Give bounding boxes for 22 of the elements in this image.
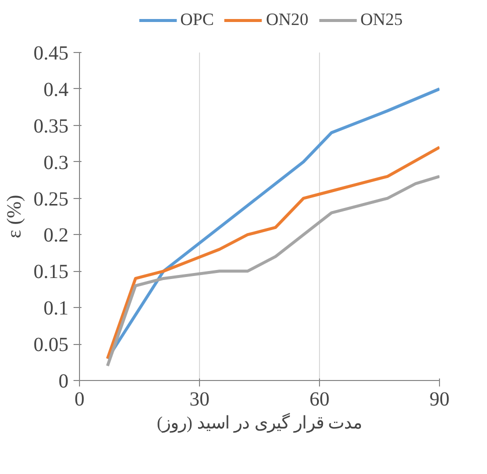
y-axis-title: ε (%) [4, 194, 26, 238]
x-tick-label: 0 [74, 388, 84, 410]
legend-label: ON20 [266, 10, 308, 30]
y-tick-label: 0.3 [44, 152, 68, 174]
y-tick-label: 0.45 [34, 42, 68, 64]
x-tick-label: 90 [430, 388, 450, 410]
y-tick-label: 0.1 [44, 298, 68, 320]
x-axis-title: مدت قرار گیری در اسید (روز) [156, 412, 362, 434]
x-tick-label: 30 [190, 388, 210, 410]
line-series [106, 87, 440, 360]
y-tick-label: 0.15 [34, 261, 68, 284]
y-tick-label: 0.35 [34, 115, 68, 138]
y-tick-label: 0.4 [44, 78, 68, 101]
line-series [106, 174, 440, 368]
y-tick-label: 0.25 [34, 188, 68, 210]
legend-label: ON25 [360, 10, 403, 30]
x-tick-label: 60 [310, 388, 330, 410]
y-tick-label: 0.2 [44, 224, 68, 247]
line-series [106, 146, 440, 360]
legend-label: OPC [180, 10, 214, 30]
y-tick-label: 0 [58, 370, 68, 392]
y-tick-label: 0.05 [34, 334, 68, 356]
